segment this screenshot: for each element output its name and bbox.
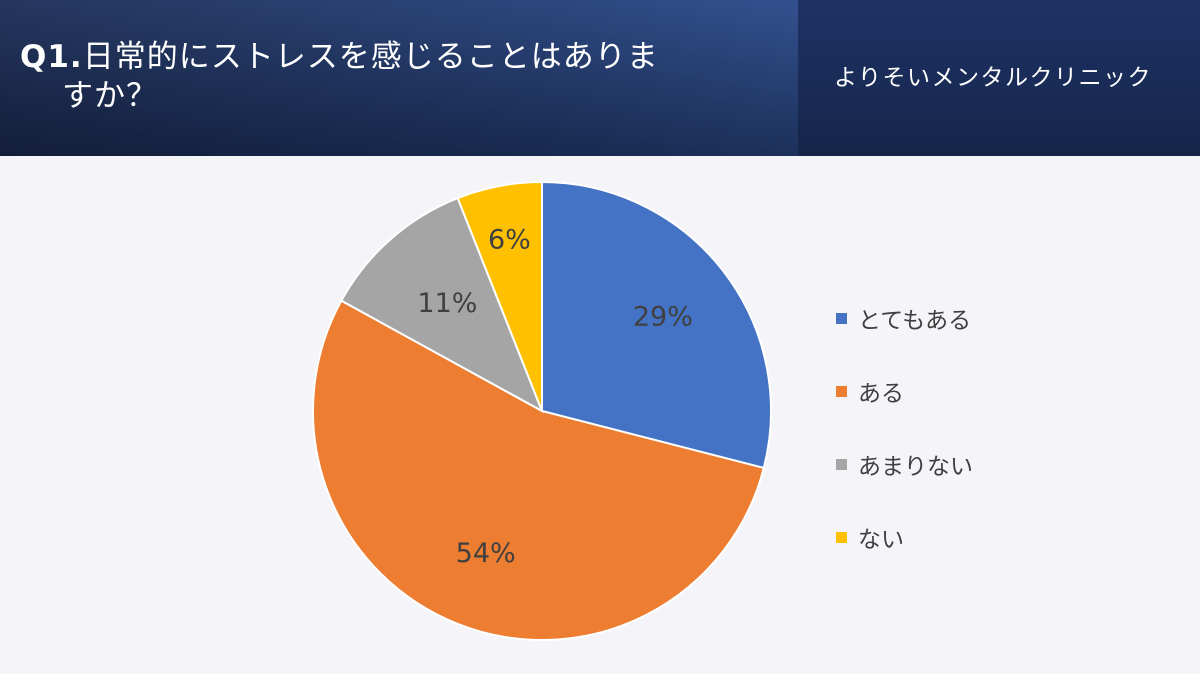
legend-swatch-rarely [836, 458, 847, 470]
legend-item-never: ない [836, 519, 973, 555]
slice-often [312, 299, 766, 641]
slice-very-often [541, 180, 772, 470]
legend-label-often: ある [858, 381, 904, 407]
legend-label-rarely: あまりない [858, 454, 973, 480]
pie-chart: 29% 54% 11% 6% [312, 180, 772, 641]
header-right-panel [798, 0, 1200, 156]
legend-item-very-often: とてもある [836, 300, 973, 336]
clinic-name: よりそいメンタルクリニック [834, 65, 1153, 91]
legend-label-never: ない [858, 527, 904, 553]
label-never: 6% [488, 225, 531, 256]
legend-swatch-never [836, 531, 847, 543]
question-number: Q1. [20, 39, 83, 75]
legend-item-often: ある [836, 373, 973, 409]
label-often: 54% [456, 538, 516, 569]
slice-never [456, 180, 543, 412]
header-shade [0, 0, 798, 156]
label-very-often: 29% [633, 302, 693, 333]
question-text-line2: すか？ [62, 78, 158, 114]
chart-legend: とてもある ある あまりない ない [836, 300, 973, 592]
legend-item-rarely: あまりない [836, 446, 973, 482]
legend-label-very-often: とてもある [858, 308, 972, 334]
slice-rarely [339, 196, 544, 414]
legend-swatch-very-often [836, 312, 847, 324]
legend-swatch-often [836, 385, 847, 397]
page-title: Q1.日常的にストレスを感じることはありま すか？ [20, 38, 760, 116]
label-rarely: 11% [417, 288, 477, 319]
question-text-line1: 日常的にストレスを感じることはありま [82, 39, 659, 75]
